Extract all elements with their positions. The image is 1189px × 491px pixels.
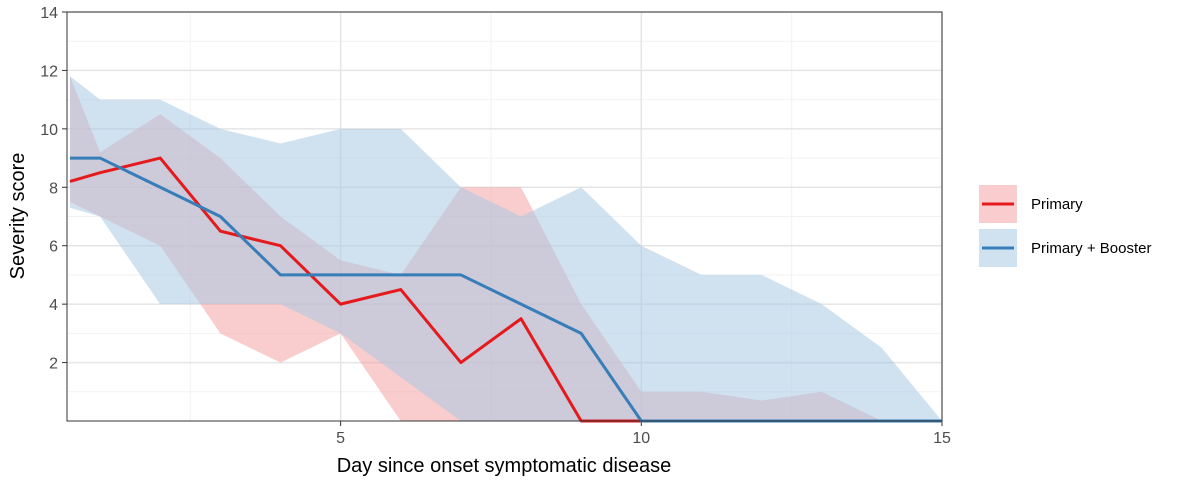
x-tick-label: 5: [336, 430, 345, 447]
legend-label: Primary: [1031, 196, 1083, 213]
legend-label: Primary + Booster: [1031, 240, 1151, 257]
x-tick-label: 15: [933, 430, 951, 447]
y-tick-label: 8: [49, 180, 58, 197]
y-tick-label: 2: [49, 356, 58, 373]
ribbon: [70, 76, 942, 422]
y-tick-label: 10: [40, 122, 58, 139]
y-axis-label: Severity score: [7, 153, 29, 280]
y-tick-label: 4: [49, 297, 58, 314]
y-tick-label: 14: [40, 5, 58, 22]
y-tick-label: 6: [49, 239, 58, 256]
panel-border: [66, 11, 943, 422]
x-axis-label: Day since onset symptomatic disease: [337, 455, 672, 477]
y-tick-label: 12: [40, 63, 58, 80]
x-tick-label: 10: [632, 430, 650, 447]
